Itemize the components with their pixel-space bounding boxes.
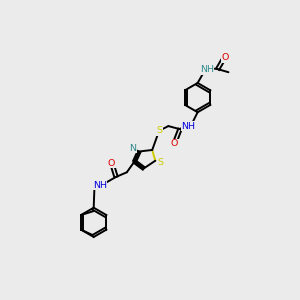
Text: S: S [158,158,164,167]
Text: S: S [156,126,162,135]
Text: NH: NH [182,122,195,130]
Text: N: N [130,144,136,153]
Text: NH: NH [200,65,214,74]
Text: O: O [171,139,178,148]
Text: O: O [108,158,115,167]
Text: O: O [222,53,229,62]
Text: NH: NH [93,181,107,190]
